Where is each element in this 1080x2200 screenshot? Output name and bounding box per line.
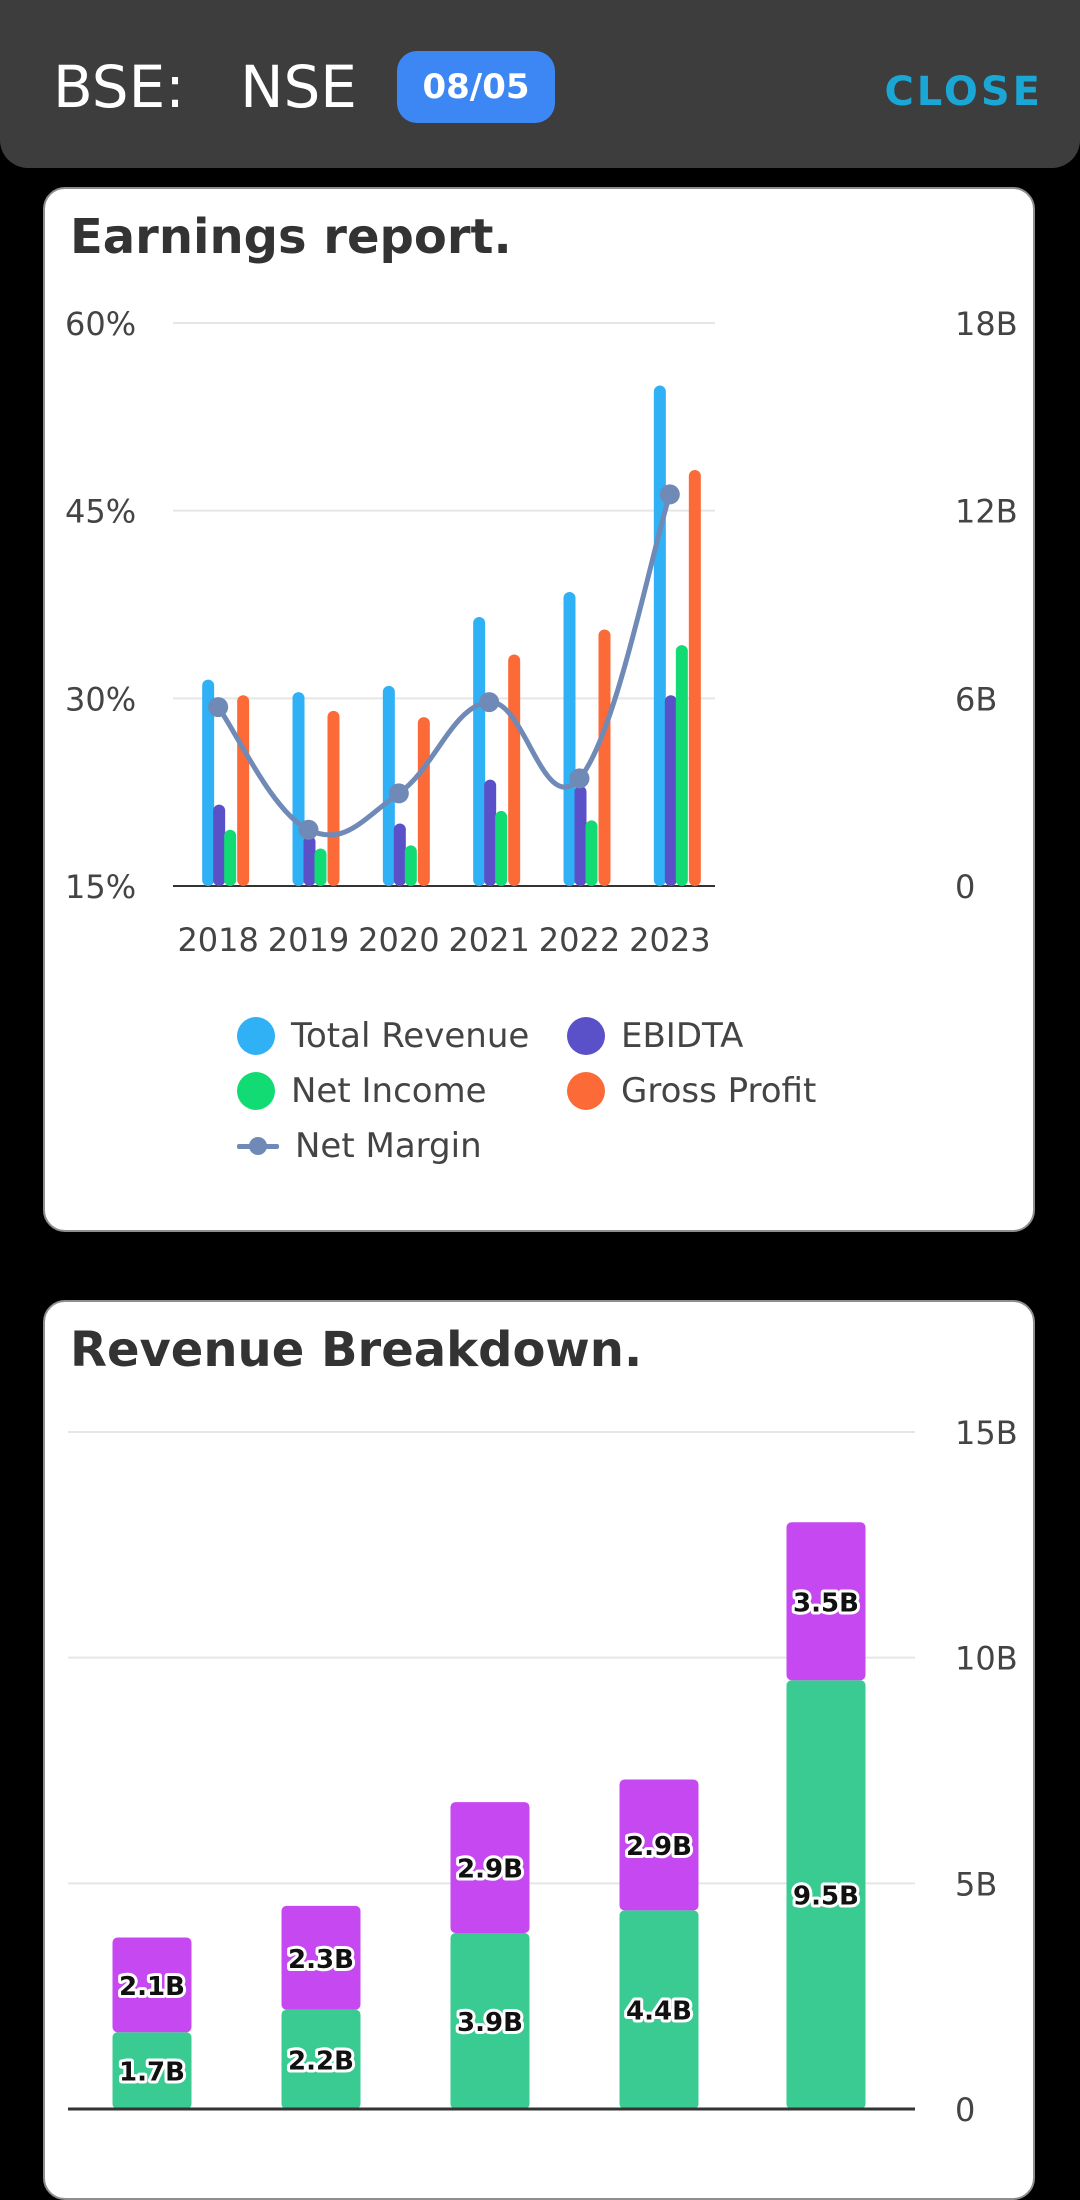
x-axis-tick: 2023 bbox=[629, 921, 710, 959]
stock-exchange-title: BSE: NSE bbox=[53, 53, 357, 121]
stacked-bar-segment bbox=[619, 1910, 699, 2109]
net-margin-line-icon bbox=[237, 1127, 279, 1165]
legend-label: Gross Profit bbox=[621, 1071, 817, 1111]
stacked-bar-segment bbox=[786, 1522, 866, 1681]
revenue-breakdown-card: Revenue Breakdown. 0 5B 10B 15B 1.7B 2.1B 2.2B… bbox=[43, 1300, 1035, 2200]
legend-item-total-revenue: Total Revenue bbox=[237, 1014, 529, 1058]
bar-ebidta bbox=[303, 835, 316, 886]
bar-gross-profit bbox=[327, 710, 340, 886]
bar-total-revenue bbox=[382, 685, 395, 886]
data-label: 2.9B bbox=[626, 1832, 692, 1862]
legend-label: EBIDTA bbox=[621, 1016, 744, 1056]
x-axis-tick: 2018 bbox=[177, 921, 258, 959]
data-label: 9.5B bbox=[793, 1882, 859, 1912]
data-label: 2.1B bbox=[119, 1972, 185, 2002]
legend-label: Total Revenue bbox=[291, 1016, 530, 1056]
bar-net-income bbox=[675, 645, 688, 886]
data-label: 1.7B bbox=[119, 2058, 185, 2088]
data-label: 2.2B bbox=[288, 2046, 354, 2076]
right-axis-tick: 12B bbox=[955, 493, 1018, 531]
bar-total-revenue bbox=[563, 591, 576, 886]
stacked-bar-segment bbox=[112, 1937, 192, 2033]
net-margin-point bbox=[298, 819, 319, 840]
bar-net-income bbox=[495, 810, 508, 886]
bar-total-revenue bbox=[473, 617, 486, 886]
legend-item-net-income: Net Income bbox=[237, 1069, 487, 1113]
stacked-bar-segment bbox=[450, 1802, 530, 1933]
right-axis-tick: 15B bbox=[955, 1414, 1018, 1452]
bar-net-income bbox=[224, 829, 237, 886]
net-margin-point bbox=[569, 768, 590, 789]
bar-gross-profit bbox=[237, 695, 250, 886]
bar-net-income bbox=[314, 848, 327, 886]
net-margin-point bbox=[208, 697, 229, 718]
bar-gross-profit bbox=[508, 654, 521, 886]
data-label: 2.3B bbox=[288, 1945, 354, 1975]
app-header: BSE: NSE 08/05 CLOSE bbox=[0, 0, 1080, 168]
legend-label: Net Income bbox=[291, 1071, 487, 1111]
total-revenue-swatch bbox=[237, 1017, 275, 1055]
bar-gross-profit bbox=[688, 470, 701, 886]
bar-net-income bbox=[404, 845, 417, 886]
legend-item-gross-profit: Gross Profit bbox=[567, 1069, 816, 1113]
left-axis-tick: 30% bbox=[65, 680, 136, 718]
bar-ebidta bbox=[574, 785, 587, 886]
x-axis-tick: 2021 bbox=[448, 921, 529, 959]
x-axis-tick: 2022 bbox=[539, 921, 620, 959]
revenue-breakdown-chart: 0 5B 10B 15B 1.7B 2.1B 2.2B 2.3B 3.9B 2.9B 4.4B 2.9… bbox=[68, 1414, 1018, 2129]
bar-gross-profit bbox=[598, 629, 611, 886]
left-axis-tick: 15% bbox=[65, 868, 136, 906]
earnings-report-card: Earnings report. 15% 0 30% 6B 45% 12B 60% 18B 20… bbox=[43, 187, 1035, 1232]
bar-total-revenue bbox=[292, 692, 305, 886]
bar-ebidta bbox=[484, 779, 497, 886]
x-axis-tick: 2020 bbox=[358, 921, 439, 959]
right-axis-tick: 18B bbox=[955, 305, 1018, 343]
stacked-bar-segment bbox=[450, 1932, 530, 2109]
stacked-bar-segment bbox=[112, 2032, 192, 2109]
data-label: 4.4B bbox=[626, 1997, 692, 2027]
bar-total-revenue bbox=[202, 679, 215, 886]
data-label: 2.9B bbox=[457, 1855, 523, 1885]
bar-ebidta bbox=[664, 695, 677, 886]
left-axis-tick: 45% bbox=[65, 493, 136, 531]
earnings-report-title: Earnings report. bbox=[70, 209, 512, 265]
stacked-bar-segment bbox=[281, 1905, 361, 2010]
legend-label: Net Margin bbox=[295, 1126, 482, 1166]
bar-net-income bbox=[585, 820, 598, 886]
stacked-bar-segment bbox=[786, 1680, 866, 2109]
data-label: 3.9B bbox=[457, 2008, 523, 2038]
stacked-bar-segment bbox=[619, 1779, 699, 1911]
bar-total-revenue bbox=[653, 385, 666, 886]
x-axis-tick: 2019 bbox=[268, 921, 349, 959]
legend-item-ebidta: EBIDTA bbox=[567, 1014, 743, 1058]
net-margin-point bbox=[388, 783, 409, 804]
bar-gross-profit bbox=[417, 717, 430, 886]
net-margin-point bbox=[479, 692, 500, 713]
close-button[interactable]: CLOSE bbox=[884, 69, 1043, 115]
right-axis-tick: 10B bbox=[955, 1640, 1018, 1678]
right-axis-tick: 0 bbox=[955, 868, 975, 906]
legend-item-net-margin: Net Margin bbox=[237, 1124, 482, 1168]
net-income-swatch bbox=[237, 1072, 275, 1110]
bar-ebidta bbox=[213, 804, 226, 886]
date-badge: 08/05 bbox=[397, 51, 555, 123]
left-axis-tick: 60% bbox=[65, 305, 136, 343]
bar-ebidta bbox=[393, 823, 406, 886]
gross-profit-swatch bbox=[567, 1072, 605, 1110]
stacked-bar-segment bbox=[281, 2009, 361, 2109]
data-label: 3.5B bbox=[793, 1588, 859, 1618]
ebidta-swatch bbox=[567, 1017, 605, 1055]
right-axis-tick: 6B bbox=[955, 680, 997, 718]
right-axis-tick: 5B bbox=[955, 1865, 997, 1903]
net-margin-point bbox=[659, 484, 680, 505]
revenue-breakdown-title: Revenue Breakdown. bbox=[70, 1322, 643, 1378]
earnings-chart: 15% 0 30% 6B 45% 12B 60% 18B 2018 2019 2020 2021 202… bbox=[65, 305, 1018, 959]
right-axis-tick: 0 bbox=[955, 2091, 975, 2129]
